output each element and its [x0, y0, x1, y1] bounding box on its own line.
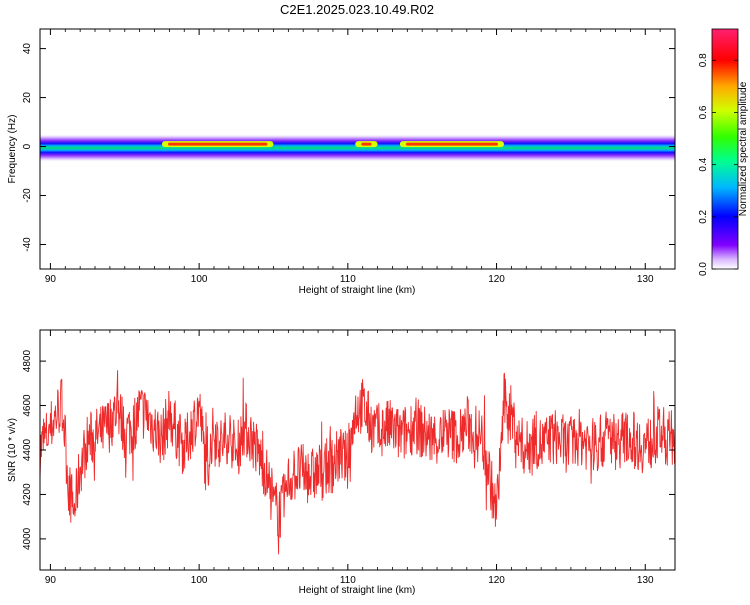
spectrogram-x-tick-label-2: 110 — [340, 274, 356, 285]
snr-x-tick-label-3: 120 — [488, 575, 505, 586]
spectrogram-y-tick-label-2: 0 — [22, 143, 33, 149]
snr-x-tick-label-4: 130 — [637, 575, 654, 586]
colorbar-tick-label-0: 0.0 — [698, 262, 709, 276]
snr-x-tick-label-0: 90 — [45, 575, 57, 586]
spectrogram-x-tick-label-0: 90 — [45, 274, 57, 285]
spectrogram-y-label: Frequency (Hz) — [7, 115, 18, 184]
spectrogram-x-ticks: 90 100 110 120 130 — [45, 29, 661, 285]
snr-x-label: Height of straight line (km) — [299, 585, 416, 596]
snr-x-ticks: 90 100 110 120 130 — [45, 330, 661, 586]
spectrogram-y-ticks: 40 20 0 -20 -40 — [22, 43, 675, 252]
spectrogram-x-label: Height of straight line (km) — [299, 285, 416, 296]
snr-x-tick-label-1: 100 — [191, 575, 208, 586]
spectrogram-peak-core-0 — [167, 142, 268, 146]
colorbar-ticks: 0.0 0.2 0.4 0.6 0.8 — [698, 53, 738, 276]
colorbar-tick-label-2: 0.4 — [698, 157, 709, 171]
spectrogram-band — [40, 134, 675, 162]
spectrogram-peaks — [161, 141, 504, 148]
colorbar-gradient-bar — [712, 29, 738, 269]
snr-y-tick-label-3: 4200 — [22, 483, 33, 506]
spectrogram-y-tick-label-3: -20 — [22, 188, 33, 203]
figure-title: C2E1.2025.023.10.49.R02 — [280, 2, 434, 17]
snr-y-tick-label-0: 4800 — [22, 350, 33, 373]
colorbar-tick-label-4: 0.8 — [698, 53, 709, 67]
snr-y-label: SNR (10 * v/v) — [7, 418, 18, 482]
spectrogram-frame — [39, 28, 676, 270]
colorbar-frame — [711, 28, 739, 270]
spectrogram-peak-core-2 — [405, 142, 498, 146]
snr-frame — [39, 329, 676, 571]
spectrogram-y-tick-label-1: 20 — [22, 92, 33, 104]
spectrogram-y-tick-label-4: -40 — [22, 237, 33, 252]
snr-y-ticks: 4800 4600 4400 4200 4000 — [22, 350, 675, 550]
spectrogram-y-tick-label-0: 40 — [22, 43, 33, 55]
snr-x-tick-label-2: 110 — [340, 575, 356, 586]
snr-panel: 90 100 110 120 130 4800 4600 4400 4200 4000 Heig… — [7, 329, 676, 596]
snr-series-line — [40, 370, 675, 555]
spectrogram-peak-core-1 — [361, 142, 372, 146]
snr-y-tick-label-1: 4600 — [22, 394, 33, 417]
spectrogram-panel: 90 100 110 120 130 40 20 0 -20 -40 Height of str… — [7, 28, 676, 296]
colorbar-tick-label-1: 0.2 — [698, 209, 709, 223]
spectrogram-x-tick-label-1: 100 — [191, 274, 208, 285]
spectrogram-x-tick-label-3: 120 — [488, 274, 505, 285]
colorbar-label: Normalized spectral amplitude — [738, 81, 749, 216]
colorbar-tick-label-3: 0.6 — [698, 105, 709, 119]
spectrogram-x-tick-label-4: 130 — [637, 274, 654, 285]
snr-y-tick-label-2: 4400 — [22, 438, 33, 461]
colorbar: 0.0 0.2 0.4 0.6 0.8 Normalized spectral ampl… — [698, 28, 749, 276]
snr-y-tick-label-4: 4000 — [22, 527, 33, 550]
